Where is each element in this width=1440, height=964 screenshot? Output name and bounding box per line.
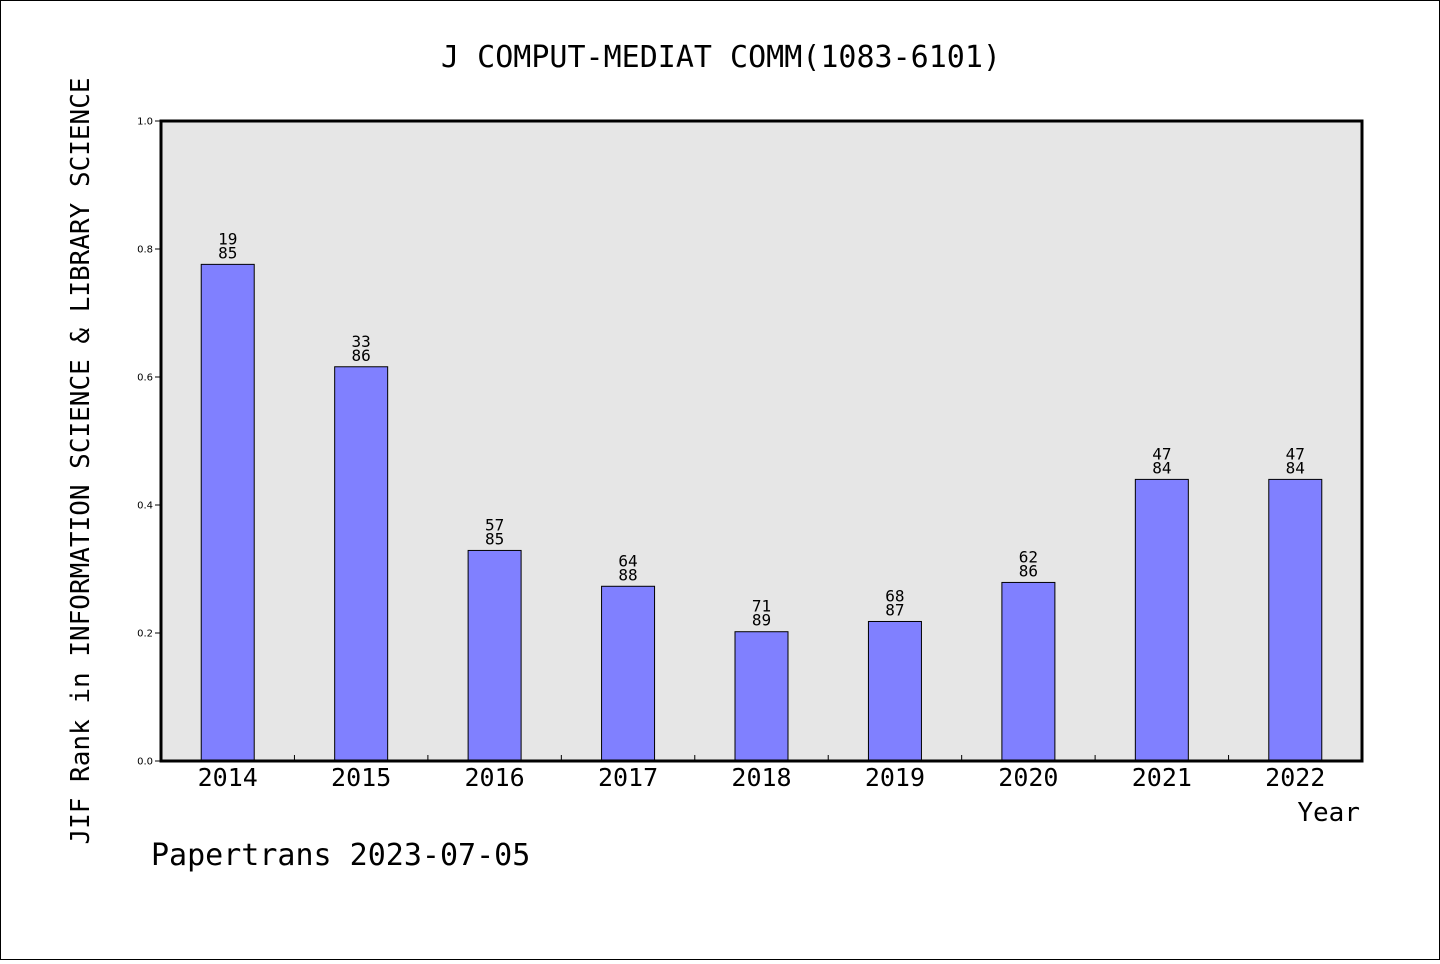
y-tick-label: 1.0	[137, 117, 153, 128]
data-label-rank: 47	[1286, 444, 1305, 463]
data-label-total: 88	[618, 565, 637, 584]
data-label-rank: 57	[485, 515, 504, 534]
chart-title: J COMPUT-MEDIAT COMM(1083-6101)	[441, 40, 1001, 75]
data-label-rank: 33	[352, 332, 371, 351]
bar-series	[200, 263, 1323, 762]
data-label-rank: 64	[618, 551, 637, 570]
x-axis-title: Year	[1297, 798, 1360, 828]
data-label-rank: 19	[218, 229, 237, 248]
y-tick-label: 0.2	[137, 629, 153, 640]
data-label-rank: 47	[1152, 444, 1171, 463]
y-tick-label: 0.8	[137, 245, 153, 256]
data-label-total: 86	[352, 346, 371, 365]
data-label-rank: 71	[752, 597, 771, 616]
bar	[200, 263, 255, 762]
data-label-total: 84	[1286, 458, 1305, 477]
x-tick-label: 2017	[598, 763, 658, 792]
data-label-total: 87	[885, 600, 904, 619]
x-tick-label: 2014	[198, 763, 258, 792]
data-label-rank: 68	[885, 586, 904, 605]
y-tick-label: 0.0	[137, 757, 153, 768]
x-tick-label: 2019	[865, 763, 925, 792]
x-axis: 2014 2015 2016 2017 2018 2019 2020 2021 2022	[198, 755, 1325, 792]
bar	[1268, 478, 1323, 762]
data-label-total: 86	[1019, 561, 1038, 580]
y-axis-title: JIF Rank in INFORMATION SCIENCE & LIBRAR…	[66, 77, 96, 844]
bar	[601, 585, 656, 762]
x-tick-label: 2018	[731, 763, 791, 792]
bar	[467, 549, 522, 762]
bar	[734, 631, 789, 762]
x-tick-label: 2016	[465, 763, 525, 792]
data-label-total: 85	[218, 243, 237, 262]
data-label-rank: 62	[1019, 547, 1038, 566]
y-tick-label: 0.4	[137, 501, 153, 512]
bar	[334, 366, 389, 762]
bar	[1001, 581, 1056, 762]
plot-border	[159, 119, 1364, 763]
x-tick-label: 2022	[1265, 763, 1325, 792]
y-axis: 0.0 0.2 0.4 0.6 0.8 1.0	[137, 117, 161, 768]
bar	[1134, 478, 1189, 762]
x-tick-label: 2021	[1132, 763, 1192, 792]
bar	[867, 620, 922, 762]
data-label-total: 84	[1152, 458, 1171, 477]
y-tick-label: 0.6	[137, 373, 153, 384]
x-tick-label: 2020	[998, 763, 1058, 792]
footer-text: Papertrans 2023-07-05	[151, 838, 530, 873]
data-label-total: 89	[752, 611, 771, 630]
data-label-total: 85	[485, 529, 504, 548]
x-tick-label: 2015	[331, 763, 391, 792]
